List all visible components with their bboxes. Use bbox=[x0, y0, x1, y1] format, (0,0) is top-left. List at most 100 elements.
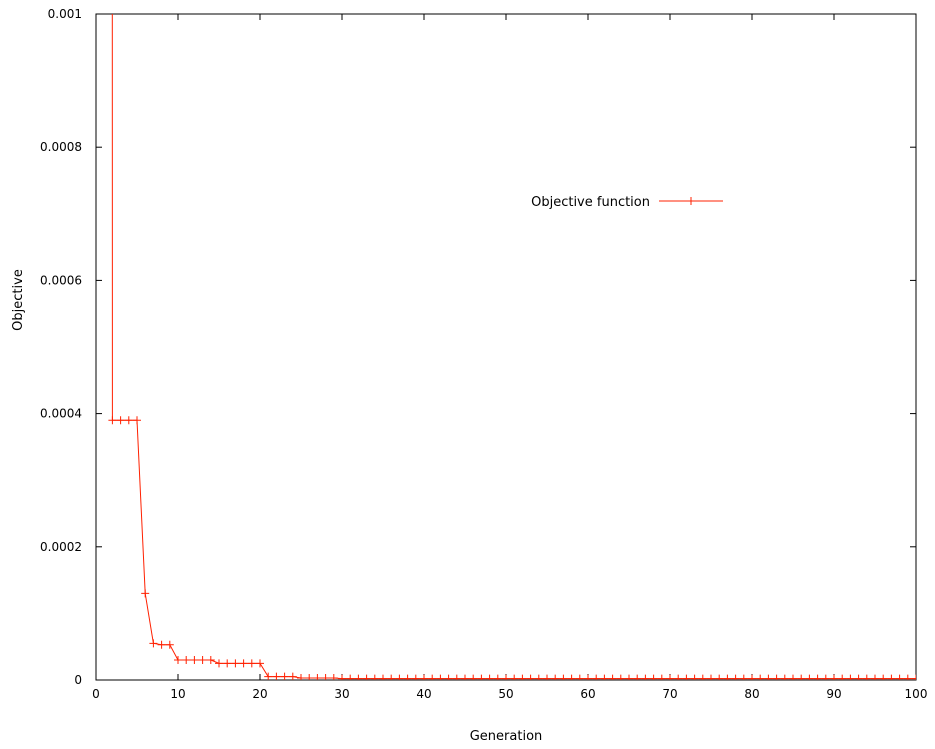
data-point bbox=[715, 674, 724, 680]
data-point bbox=[821, 674, 830, 680]
data-point bbox=[739, 674, 748, 680]
data-point bbox=[616, 674, 625, 680]
x-axis-label: Generation bbox=[470, 729, 543, 744]
data-point bbox=[231, 659, 240, 668]
data-point bbox=[354, 674, 363, 680]
data-point bbox=[534, 674, 543, 680]
data-point bbox=[575, 674, 584, 680]
data-point bbox=[838, 674, 847, 680]
x-tick-label: 60 bbox=[580, 687, 595, 701]
data-point bbox=[633, 674, 642, 680]
data-point bbox=[649, 674, 658, 680]
data-point bbox=[239, 659, 248, 668]
data-point bbox=[362, 674, 371, 680]
data-point bbox=[420, 674, 428, 680]
legend-marker bbox=[687, 197, 695, 205]
data-point bbox=[305, 674, 314, 680]
x-tick-label: 80 bbox=[744, 687, 759, 701]
data-point bbox=[510, 674, 519, 680]
data-point bbox=[608, 674, 617, 680]
data-point bbox=[444, 674, 453, 680]
data-point bbox=[903, 674, 912, 680]
y-tick-label: 0.001 bbox=[48, 7, 82, 21]
data-point bbox=[108, 416, 117, 425]
series-line bbox=[111, 14, 916, 680]
x-axis: 0 10 20 30 40 50 60 70 80 90 100 bbox=[92, 14, 927, 701]
data-point bbox=[813, 674, 822, 680]
data-point bbox=[485, 674, 494, 680]
y-axis-label: Objective bbox=[11, 269, 26, 331]
data-point bbox=[592, 674, 601, 680]
data-point bbox=[215, 659, 223, 668]
data-point bbox=[477, 674, 486, 680]
data-point bbox=[641, 674, 650, 680]
data-point bbox=[526, 674, 535, 680]
data-point bbox=[912, 674, 916, 680]
data-point bbox=[854, 674, 863, 680]
data-point bbox=[280, 672, 289, 680]
data-point bbox=[124, 416, 133, 425]
data-point bbox=[502, 674, 510, 680]
data-point bbox=[395, 674, 404, 680]
data-point bbox=[264, 672, 273, 680]
data-point bbox=[133, 416, 141, 425]
data-point bbox=[764, 674, 773, 680]
data-point bbox=[895, 674, 904, 680]
x-tick-label: 10 bbox=[170, 687, 185, 701]
data-point bbox=[674, 674, 683, 680]
x-tick-label: 40 bbox=[416, 687, 431, 701]
x-tick-label: 0 bbox=[92, 687, 100, 701]
data-point bbox=[403, 674, 412, 680]
data-point bbox=[346, 674, 355, 680]
data-point bbox=[584, 674, 592, 680]
data-point bbox=[313, 674, 322, 680]
data-point bbox=[657, 674, 666, 680]
data-point bbox=[247, 659, 256, 668]
legend: Objective function bbox=[531, 195, 723, 210]
y-tick-label: 0.0008 bbox=[40, 140, 82, 154]
data-point bbox=[182, 656, 191, 665]
x-tick-label: 70 bbox=[662, 687, 677, 701]
data-point bbox=[805, 674, 814, 680]
data-point bbox=[543, 674, 551, 680]
data-point bbox=[428, 674, 437, 680]
data-point bbox=[272, 672, 281, 680]
data-point bbox=[321, 674, 330, 680]
x-tick-label: 20 bbox=[252, 687, 267, 701]
data-point bbox=[518, 674, 527, 680]
data-point bbox=[297, 674, 305, 680]
data-point bbox=[879, 674, 888, 680]
data-point bbox=[789, 674, 797, 680]
data-point bbox=[387, 674, 396, 680]
data-point bbox=[871, 674, 879, 680]
data-point bbox=[469, 674, 478, 680]
data-point bbox=[559, 674, 568, 680]
data-point bbox=[567, 674, 576, 680]
data-point bbox=[707, 674, 715, 680]
data-point bbox=[190, 656, 199, 665]
data-point bbox=[223, 659, 232, 668]
data-point bbox=[780, 674, 789, 680]
x-tick-label: 30 bbox=[334, 687, 349, 701]
y-axis: 0 0.0002 0.0004 0.0006 0.0008 0.001 bbox=[40, 7, 916, 687]
data-point bbox=[288, 672, 297, 680]
data-point bbox=[436, 674, 445, 680]
data-point bbox=[551, 674, 560, 680]
x-tick-label: 50 bbox=[498, 687, 513, 701]
data-point bbox=[452, 674, 461, 680]
y-tick-label: 0.0004 bbox=[40, 407, 82, 421]
data-point bbox=[723, 674, 732, 680]
data-point bbox=[666, 674, 674, 680]
x-tick-label: 90 bbox=[826, 687, 841, 701]
data-point bbox=[116, 416, 125, 425]
data-point bbox=[756, 674, 765, 680]
data-point bbox=[157, 640, 166, 649]
data-point bbox=[797, 674, 806, 680]
y-tick-label: 0.0006 bbox=[40, 273, 82, 287]
legend-label: Objective function bbox=[531, 195, 650, 210]
data-point bbox=[772, 674, 781, 680]
data-point bbox=[174, 656, 182, 665]
data-point bbox=[461, 674, 469, 680]
data-point bbox=[862, 674, 871, 680]
data-point bbox=[149, 639, 158, 648]
